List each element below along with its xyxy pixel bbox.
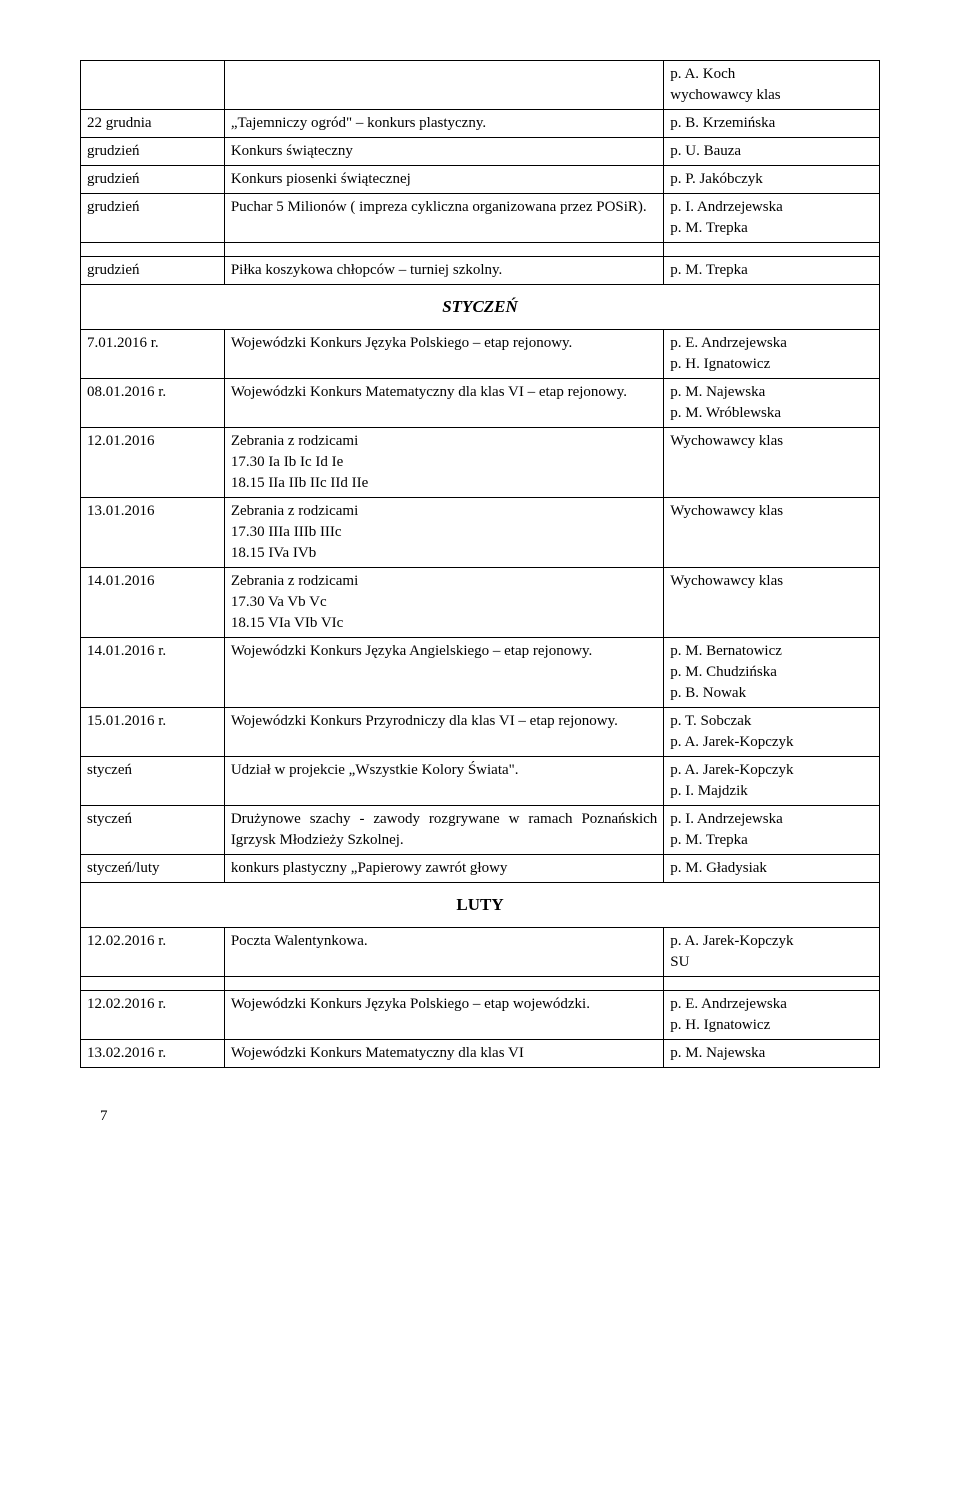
table-cell: Wychowawcy klas [664,497,880,567]
table-cell [81,61,225,110]
table-row: grudzieńKonkurs piosenki świątecznejp. P… [81,166,880,194]
table-row: 7.01.2016 r.Wojewódzki Konkurs Języka Po… [81,329,880,378]
section-heading: STYCZEŃ [81,285,880,330]
table-cell: styczeń [81,805,225,854]
table-cell: 14.01.2016 r. [81,637,225,707]
table-cell: Wychowawcy klas [664,427,880,497]
table-cell: Wojewódzki Konkurs Matematyczny dla klas… [224,1039,663,1067]
spacer-row [81,243,880,257]
table-row: 15.01.2016 r.Wojewódzki Konkurs Przyrodn… [81,707,880,756]
table-cell: Wojewódzki Konkurs Języka Angielskiego –… [224,637,663,707]
table-cell: grudzień [81,138,225,166]
table-cell: 12.01.2016 [81,427,225,497]
table-cell: konkurs plastyczny „Papierowy zawrót gło… [224,854,663,882]
table-row: grudzieńKonkurs świątecznyp. U. Bauza [81,138,880,166]
table-cell: p. I. Andrzejewskap. M. Trepka [664,805,880,854]
section-heading-row: LUTY [81,882,880,927]
table-row: styczeń/lutykonkurs plastyczny „Papierow… [81,854,880,882]
table-cell: p. U. Bauza [664,138,880,166]
table-row: styczeńDrużynowe szachy - zawody rozgryw… [81,805,880,854]
table-cell: Wojewódzki Konkurs Matematyczny dla klas… [224,378,663,427]
table-row: p. A. Kochwychowawcy klas [81,61,880,110]
table-cell: p. A. Kochwychowawcy klas [664,61,880,110]
table-cell: p. A. Jarek-KopczykSU [664,927,880,976]
table-cell: p. I. Andrzejewskap. M. Trepka [664,194,880,243]
table-cell: Zebrania z rodzicami17.30 IIIa IIIb IIIc… [224,497,663,567]
table-cell: p. M. Bernatowiczp. M. Chudzińskap. B. N… [664,637,880,707]
table-cell: 12.02.2016 r. [81,927,225,976]
table-cell: Zebrania z rodzicami17.30 Ia Ib Ic Id Ie… [224,427,663,497]
table-row: 22 grudnia„Tajemniczy ogród" – konkurs p… [81,110,880,138]
table-row: styczeńUdział w projekcie „Wszystkie Kol… [81,756,880,805]
section-heading-row: STYCZEŃ [81,285,880,330]
table-cell: Piłka koszykowa chłopców – turniej szkol… [224,257,663,285]
table-cell: Wychowawcy klas [664,567,880,637]
table-cell: 13.01.2016 [81,497,225,567]
table-cell: Wojewódzki Konkurs Języka Polskiego – et… [224,329,663,378]
section-heading: LUTY [81,882,880,927]
page-number: 7 [100,1108,880,1125]
table-cell: Puchar 5 Milionów ( impreza cykliczna or… [224,194,663,243]
table-cell: „Tajemniczy ogród" – konkurs plastyczny. [224,110,663,138]
table-cell: 14.01.2016 [81,567,225,637]
table-cell: p. M. Trepka [664,257,880,285]
table-row: 08.01.2016 r.Wojewódzki Konkurs Matematy… [81,378,880,427]
table-cell: 15.01.2016 r. [81,707,225,756]
table-cell: p. M. Najewskap. M. Wróblewska [664,378,880,427]
table-cell: styczeń/luty [81,854,225,882]
table-cell: grudzień [81,257,225,285]
spacer-row [81,976,880,990]
table-cell: Udział w projekcie „Wszystkie Kolory Świ… [224,756,663,805]
table-cell: p. T. Sobczakp. A. Jarek-Kopczyk [664,707,880,756]
schedule-table: p. A. Kochwychowawcy klas22 grudnia„Taje… [80,60,880,1068]
table-cell: 08.01.2016 r. [81,378,225,427]
table-cell: Konkurs piosenki świątecznej [224,166,663,194]
table-cell: Konkurs świąteczny [224,138,663,166]
table-cell: Wojewódzki Konkurs Przyrodniczy dla klas… [224,707,663,756]
table-cell: p. M. Gładysiak [664,854,880,882]
table-cell: p. P. Jakóbczyk [664,166,880,194]
table-cell: p. E. Andrzejewskap. H. Ignatowicz [664,990,880,1039]
table-row: 14.01.2016Zebrania z rodzicami17.30 Va V… [81,567,880,637]
table-cell: 22 grudnia [81,110,225,138]
table-row: 12.01.2016Zebrania z rodzicami17.30 Ia I… [81,427,880,497]
table-cell: p. M. Najewska [664,1039,880,1067]
table-row: grudzieńPiłka koszykowa chłopców – turni… [81,257,880,285]
table-cell: grudzień [81,166,225,194]
table-cell: 12.02.2016 r. [81,990,225,1039]
table-row: grudzieńPuchar 5 Milionów ( impreza cykl… [81,194,880,243]
table-cell: Drużynowe szachy - zawody rozgrywane w r… [224,805,663,854]
table-cell: grudzień [81,194,225,243]
table-cell: p. E. Andrzejewskap. H. Ignatowicz [664,329,880,378]
table-row: 12.02.2016 r.Poczta Walentynkowa.p. A. J… [81,927,880,976]
table-cell: styczeń [81,756,225,805]
table-row: 13.02.2016 r.Wojewódzki Konkurs Matematy… [81,1039,880,1067]
table-cell: 7.01.2016 r. [81,329,225,378]
table-row: 13.01.2016Zebrania z rodzicami17.30 IIIa… [81,497,880,567]
table-row: 12.02.2016 r.Wojewódzki Konkurs Języka P… [81,990,880,1039]
table-cell: Poczta Walentynkowa. [224,927,663,976]
table-cell: 13.02.2016 r. [81,1039,225,1067]
table-cell: Zebrania z rodzicami17.30 Va Vb Vc18.15 … [224,567,663,637]
table-row: 14.01.2016 r.Wojewódzki Konkurs Języka A… [81,637,880,707]
table-cell: p. B. Krzemińska [664,110,880,138]
table-cell [224,61,663,110]
table-cell: p. A. Jarek-Kopczykp. I. Majdzik [664,756,880,805]
table-cell: Wojewódzki Konkurs Języka Polskiego – et… [224,990,663,1039]
